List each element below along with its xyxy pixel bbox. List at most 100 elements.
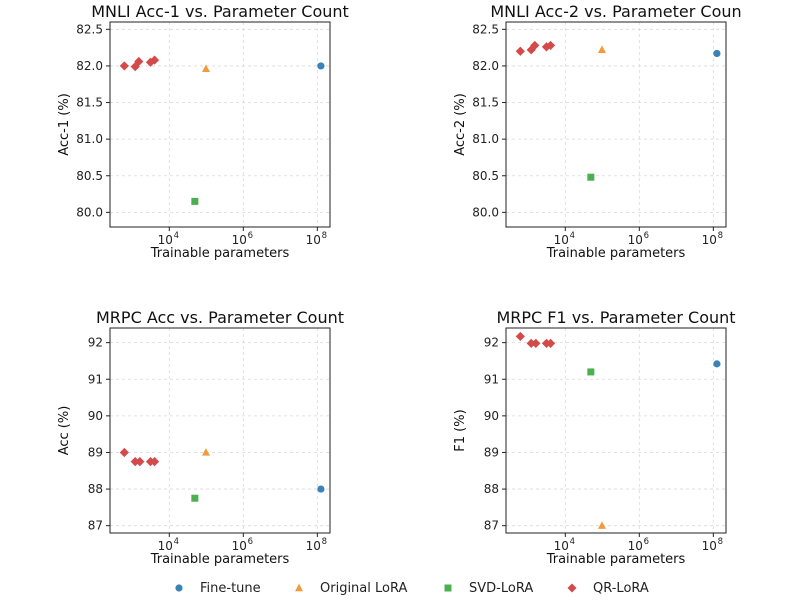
data-point-triangle bbox=[201, 448, 210, 456]
series-qr-lora bbox=[515, 40, 556, 56]
x-tick-exponent: 6 bbox=[248, 537, 253, 547]
y-tick-label: 92 bbox=[88, 336, 103, 350]
figure-legend: Fine-tune Original LoRA SVD-LoRA QR-LoRA bbox=[0, 575, 800, 601]
legend-item-qr-lora: QR-LoRA bbox=[565, 575, 649, 601]
legend-label: QR-LoRA bbox=[593, 580, 649, 596]
series-svd-lora bbox=[191, 197, 199, 205]
plot-frame bbox=[505, 21, 727, 228]
y-tick-label: 90 bbox=[88, 409, 103, 423]
y-axis-label: Acc-1 (%) bbox=[57, 93, 72, 156]
y-axis-label: Acc (%) bbox=[57, 406, 72, 456]
x-tick-exponent: 4 bbox=[174, 537, 179, 547]
y-tick-label: 88 bbox=[484, 482, 499, 496]
series-fine-tune bbox=[317, 62, 325, 70]
x-tick-label: 10 bbox=[158, 539, 173, 553]
series-qr-lora bbox=[119, 447, 160, 467]
data-point-square bbox=[587, 173, 595, 181]
data-point-diamond bbox=[134, 56, 144, 67]
data-point-diamond bbox=[149, 457, 160, 467]
series-qr-lora bbox=[515, 331, 556, 348]
series-fine-tune bbox=[713, 49, 721, 58]
x-tick-exponent: 8 bbox=[718, 231, 723, 241]
chart-title: MNLI Acc-2 vs. Parameter Coun bbox=[490, 2, 741, 21]
x-tick-exponent: 4 bbox=[570, 231, 575, 241]
x-tick-exponent: 4 bbox=[570, 537, 575, 547]
data-point-square bbox=[191, 197, 199, 205]
y-axis-label: F1 (%) bbox=[453, 409, 468, 451]
series-svd-lora bbox=[587, 173, 595, 181]
x-tick-label: 10 bbox=[702, 539, 717, 553]
series-svd-lora bbox=[191, 494, 199, 502]
legend-label: SVD-LoRA bbox=[469, 580, 534, 596]
legend-item-fine-tune: Fine-tune bbox=[172, 575, 261, 601]
x-tick-label: 10 bbox=[306, 233, 321, 247]
series-fine-tune bbox=[713, 360, 721, 368]
triangle-marker-icon bbox=[295, 583, 303, 592]
data-point-diamond bbox=[526, 338, 536, 348]
legend-label: Fine-tune bbox=[200, 580, 261, 596]
x-tick-label: 10 bbox=[306, 539, 321, 553]
x-tick-exponent: 4 bbox=[174, 231, 179, 241]
x-tick-label: 10 bbox=[232, 233, 247, 247]
x-tick-label: 10 bbox=[158, 233, 173, 247]
data-point-square bbox=[191, 494, 199, 502]
series-qr-lora bbox=[119, 55, 160, 72]
data-point-diamond bbox=[515, 331, 525, 342]
x-axis-label: Trainable parameters bbox=[546, 552, 686, 567]
x-tick-label: 10 bbox=[554, 539, 569, 553]
series-original-lora bbox=[201, 448, 210, 456]
y-tick-label: 81.5 bbox=[76, 96, 103, 110]
y-tick-label: 87 bbox=[88, 519, 103, 533]
data-point-triangle bbox=[201, 64, 210, 73]
diamond-marker-icon bbox=[567, 583, 577, 593]
data-point-diamond bbox=[119, 61, 129, 71]
plot-frame bbox=[505, 327, 727, 534]
y-tick-label: 80.0 bbox=[76, 205, 103, 219]
plot-frame bbox=[109, 327, 331, 534]
x-tick-exponent: 8 bbox=[322, 537, 327, 547]
data-point-triangle bbox=[597, 45, 606, 54]
y-tick-label: 81.0 bbox=[76, 132, 103, 146]
square-marker-icon bbox=[444, 584, 452, 592]
x-tick-label: 10 bbox=[628, 233, 643, 247]
circle-marker-icon bbox=[175, 584, 183, 592]
data-point-diamond bbox=[149, 55, 160, 65]
x-tick-exponent: 8 bbox=[322, 231, 327, 241]
series-original-lora bbox=[597, 521, 606, 529]
y-axis-label: Acc-2 (%) bbox=[453, 93, 468, 156]
chart-title: MRPC F1 vs. Parameter Count bbox=[496, 308, 735, 327]
data-point-diamond bbox=[130, 457, 140, 467]
x-axis-label: Trainable parameters bbox=[150, 246, 290, 261]
data-point-square bbox=[587, 368, 595, 376]
y-tick-label: 80.5 bbox=[76, 169, 103, 183]
y-tick-label: 90 bbox=[484, 409, 499, 423]
chart-title: MRPC Acc vs. Parameter Count bbox=[96, 308, 344, 327]
data-point-triangle bbox=[597, 521, 606, 529]
data-point-diamond bbox=[526, 45, 536, 55]
data-point-diamond bbox=[541, 42, 552, 52]
series-fine-tune bbox=[317, 485, 325, 493]
data-point-diamond bbox=[515, 46, 525, 56]
y-tick-label: 80.0 bbox=[472, 205, 499, 219]
y-tick-label: 81.0 bbox=[472, 132, 499, 146]
y-tick-label: 92 bbox=[484, 336, 499, 350]
y-tick-label: 82.5 bbox=[472, 22, 499, 36]
y-tick-label: 87 bbox=[484, 519, 499, 533]
data-point-circle bbox=[713, 360, 721, 368]
data-point-diamond bbox=[531, 338, 541, 348]
legend-item-svd-lora: SVD-LoRA bbox=[441, 575, 533, 601]
y-tick-label: 89 bbox=[484, 445, 499, 459]
x-tick-label: 10 bbox=[232, 539, 247, 553]
series-original-lora bbox=[201, 64, 210, 73]
data-point-circle bbox=[317, 485, 325, 493]
data-point-circle bbox=[317, 62, 325, 70]
data-point-circle bbox=[713, 49, 721, 58]
legend-item-original-lora: Original LoRA bbox=[292, 575, 407, 601]
y-tick-label: 89 bbox=[88, 445, 103, 459]
y-tick-label: 81.5 bbox=[472, 96, 499, 110]
y-tick-label: 91 bbox=[484, 372, 499, 386]
